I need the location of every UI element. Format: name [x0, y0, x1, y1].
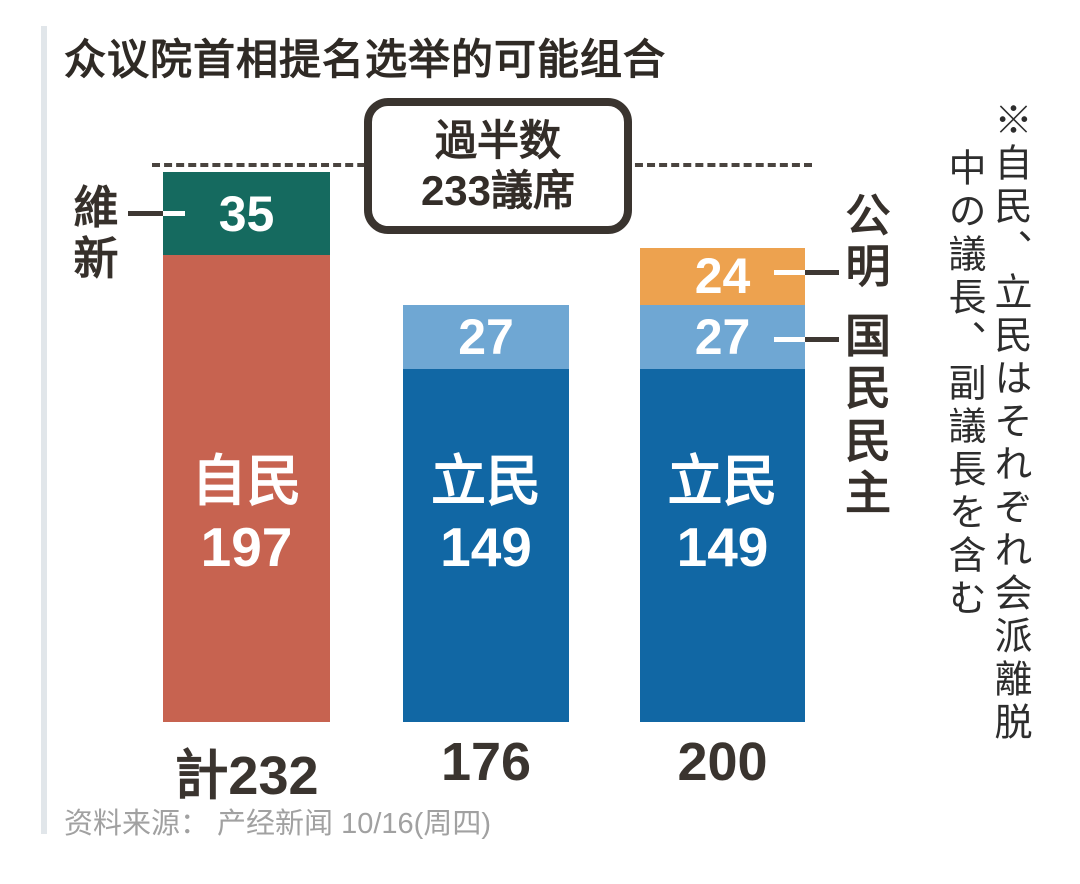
label-kokumin: 国民民主 [845, 310, 891, 520]
bar-0-party-label: 自民 197 [191, 450, 302, 578]
segment-value-label: 35 [218, 185, 275, 242]
page-title: 众议院首相提名选举的可能组合 [64, 36, 667, 83]
bar-0-segment-0: 35 [163, 172, 330, 255]
bar-2-segment-1: 27 [640, 304, 805, 369]
bar-1-segment-0: 27 [403, 304, 569, 369]
bar-0-segment-1 [163, 255, 330, 722]
bar-2-party-label: 立民 149 [667, 450, 778, 578]
segment-value-label: 27 [458, 308, 514, 365]
label-komei: 公明 [845, 190, 891, 293]
bar-1-total-label: 176 [440, 732, 532, 792]
bar-2-segment-0: 24 [640, 247, 805, 305]
bar-1-segment-1 [403, 368, 569, 722]
label-ishin: 維新 [73, 182, 119, 285]
segment-value-label: 24 [694, 248, 751, 305]
connector-komei-outer [805, 270, 839, 275]
majority-callout-box: 過半数 233議席 [364, 98, 632, 234]
left-accent-rule [41, 26, 47, 834]
footnote-column-1: ※自民、立民はそれぞれ会派離脱 [988, 100, 1030, 745]
connector-kokumin-inner [774, 337, 805, 342]
majority-callout-line1: 過半数 [434, 116, 561, 164]
majority-callout-line2: 233議席 [420, 167, 576, 214]
connector-ishin-inner [163, 211, 185, 216]
bar-1-party-label: 立民 149 [430, 450, 541, 578]
connector-ishin-outer [128, 211, 163, 216]
connector-kokumin-outer [805, 337, 839, 342]
segment-value-label: 27 [694, 308, 751, 365]
source-credit: 资料来源： 产经新闻 10/16(周四) [64, 808, 492, 840]
footnote-column-2: 中の議長、副議長を含む [942, 148, 984, 621]
bar-2-total-label: 200 [677, 732, 768, 792]
bar-0-total-label: 計232 [174, 746, 319, 806]
bar-2-segment-2 [640, 368, 805, 722]
connector-komei-inner [774, 270, 805, 275]
